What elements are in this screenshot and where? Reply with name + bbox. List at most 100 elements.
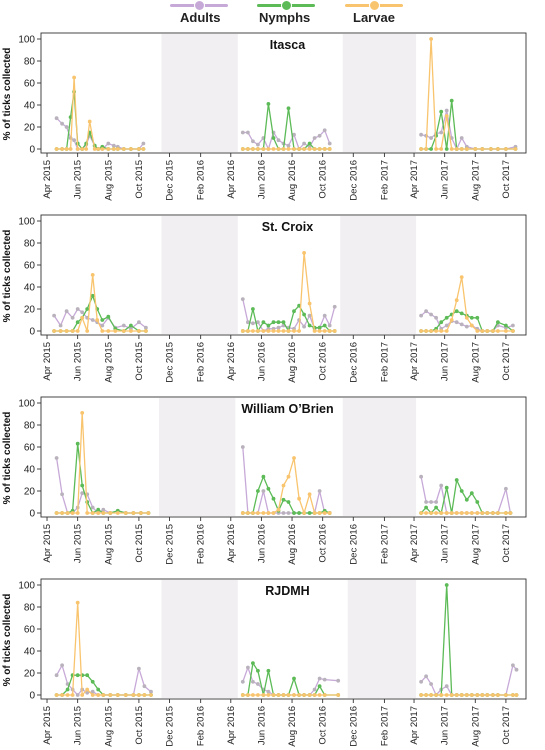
data-point-nymphs xyxy=(90,293,95,298)
x-tick-label: Jun 2017 xyxy=(440,160,451,199)
data-point-larvae xyxy=(266,329,271,333)
x-tick-label: Oct 2016 xyxy=(318,524,329,563)
x-tick-label: Jun 2015 xyxy=(73,160,84,199)
data-point-nymphs xyxy=(302,312,306,317)
x-tick-label: Apr 2015 xyxy=(42,524,53,563)
data-point-adults xyxy=(429,136,433,140)
data-point-larvae xyxy=(281,147,286,151)
data-point-adults xyxy=(85,690,90,695)
x-tick-label: Aug 2016 xyxy=(287,160,298,201)
data-point-nymphs xyxy=(439,320,444,325)
data-point-larvae xyxy=(327,147,332,151)
data-point-larvae xyxy=(322,511,327,515)
data-point-adults xyxy=(111,143,116,148)
data-point-larvae xyxy=(240,511,245,515)
x-tick-label: Feb 2016 xyxy=(196,160,207,200)
data-point-larvae xyxy=(54,511,59,515)
plot-frame xyxy=(40,396,527,518)
data-point-adults xyxy=(424,674,428,679)
data-point-larvae xyxy=(469,511,474,515)
data-point-adults xyxy=(302,324,306,329)
data-point-larvae xyxy=(302,251,306,255)
data-point-larvae xyxy=(72,75,76,80)
data-point-nymphs xyxy=(444,485,449,490)
data-point-adults xyxy=(424,500,428,504)
y-tick-label: 40 xyxy=(24,465,36,476)
x-tick-label: Aug 2015 xyxy=(103,706,114,747)
data-point-larvae xyxy=(449,318,454,322)
data-point-nymphs xyxy=(459,311,464,316)
data-point-larvae xyxy=(292,693,296,697)
data-point-larvae xyxy=(65,511,70,515)
data-point-adults xyxy=(459,136,464,140)
y-tick-label: 0 xyxy=(29,145,35,156)
data-point-larvae xyxy=(292,329,296,333)
data-point-adults xyxy=(54,456,59,460)
y-axis-label: % of ticks collected xyxy=(2,594,13,687)
data-point-larvae xyxy=(149,693,153,697)
data-point-larvae xyxy=(302,693,306,697)
data-point-larvae xyxy=(485,693,490,697)
x-tick-label: Oct 2017 xyxy=(501,160,512,199)
data-point-adults xyxy=(317,133,322,138)
data-point-larvae xyxy=(64,329,69,333)
data-point-adults xyxy=(336,678,341,683)
y-tick-label: 40 xyxy=(24,647,36,658)
data-point-adults xyxy=(429,312,433,317)
x-tick-label: Oct 2017 xyxy=(501,524,512,563)
data-point-larvae xyxy=(101,693,106,697)
data-point-larvae xyxy=(60,147,64,151)
plot-frame xyxy=(40,578,527,700)
data-point-larvae xyxy=(312,329,317,333)
data-point-larvae xyxy=(100,147,105,151)
data-point-adults xyxy=(444,323,449,328)
data-point-nymphs xyxy=(85,673,90,678)
data-point-adults xyxy=(251,139,255,144)
x-tick-label: Dec 2016 xyxy=(348,706,359,747)
x-tick-label: Oct 2015 xyxy=(134,342,145,381)
data-point-adults xyxy=(419,132,423,137)
data-point-adults xyxy=(322,313,327,318)
data-point-larvae xyxy=(281,693,286,697)
data-point-larvae xyxy=(240,693,245,697)
series-line-larvae xyxy=(54,274,146,332)
data-point-nymphs xyxy=(276,320,281,325)
data-point-larvae xyxy=(297,693,301,697)
x-tick-label: Aug 2016 xyxy=(287,524,298,565)
data-point-larvae xyxy=(489,147,493,151)
data-point-adults xyxy=(144,325,148,330)
data-point-larvae xyxy=(469,323,474,328)
series-line-nymphs xyxy=(242,103,330,150)
data-point-larvae xyxy=(475,511,480,515)
data-point-larvae xyxy=(514,693,519,697)
data-point-nymphs xyxy=(434,505,438,510)
data-point-larvae xyxy=(496,511,500,515)
data-point-larvae xyxy=(424,511,428,515)
data-point-larvae xyxy=(317,511,322,515)
data-point-adults xyxy=(80,491,85,496)
x-tick-label: Oct 2017 xyxy=(501,706,512,745)
x-tick-label: Aug 2016 xyxy=(287,342,298,383)
y-tick-label: 0 xyxy=(29,691,35,702)
data-point-nymphs xyxy=(464,497,469,502)
data-point-larvae xyxy=(75,147,80,151)
plot-frame xyxy=(40,214,527,336)
data-point-nymphs xyxy=(292,511,296,515)
data-point-larvae xyxy=(100,329,105,333)
data-point-nymphs xyxy=(424,505,428,510)
data-point-larvae xyxy=(108,511,113,515)
data-point-adults xyxy=(75,307,80,311)
data-point-adults xyxy=(419,474,423,479)
data-point-nymphs xyxy=(281,497,286,502)
data-point-larvae xyxy=(131,693,136,697)
data-point-larvae xyxy=(444,511,449,515)
data-point-larvae xyxy=(131,511,136,515)
data-point-adults xyxy=(322,128,327,133)
x-tick-label: Apr 2017 xyxy=(409,706,420,745)
data-point-nymphs xyxy=(96,687,101,692)
chart-panel-4: RJDMH 0 20 40 60 80 100 % of ticks collected Apr… xyxy=(2,578,527,747)
chart-panel-3: William O’Brien 0 20 40 60 80 100 % of ticks co… xyxy=(2,396,527,565)
data-point-larvae xyxy=(70,693,75,697)
legend-marker-larvae xyxy=(369,0,380,11)
data-point-larvae xyxy=(336,693,341,697)
